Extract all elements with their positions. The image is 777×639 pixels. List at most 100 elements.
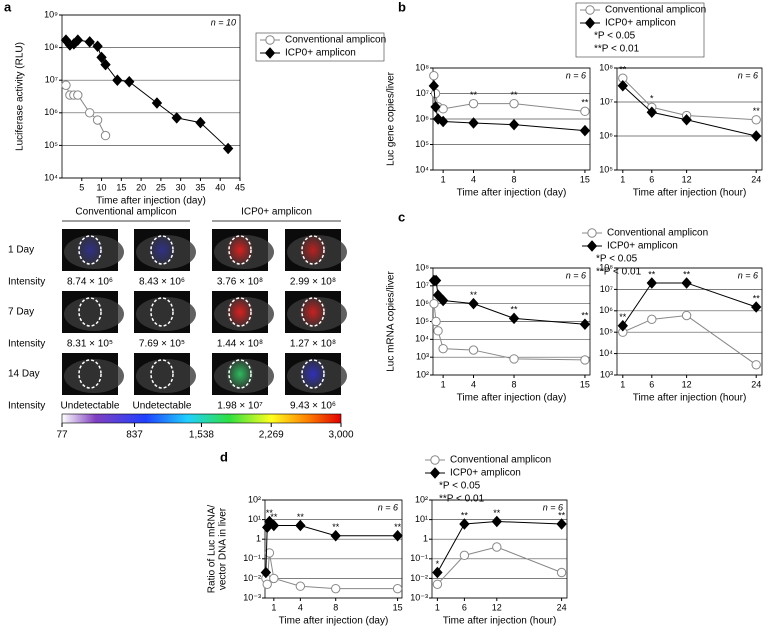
x-tick-label: 20 [136,182,146,192]
series-line [433,85,585,132]
mouse-body [64,359,124,393]
plot-frame [616,267,763,376]
legend-marker [265,35,275,45]
data-point [509,98,519,109]
x-axis-label: Time after injection (hour) [633,393,747,404]
data-point [468,117,479,129]
y-tick-label: 10³ [600,369,613,379]
data-point [646,277,657,289]
significance: ** [558,510,566,520]
x-tick-label: 40 [215,182,225,192]
data-point [437,115,449,128]
data-point [433,326,443,336]
y-tick-label: 10² [415,494,428,504]
data-point [579,124,591,137]
significance: * [436,559,440,569]
significance: ** [470,90,478,100]
data-point [61,80,71,90]
y-tick-label: 10⁸ [415,262,429,272]
legend-label: ICP0+ amplicon [285,48,356,59]
y-tick-label: 10¹ [415,514,428,524]
roi-circle [228,359,252,389]
significance: ** [470,290,478,300]
data-point [432,289,444,301]
significance: ** [493,508,501,518]
colorbar-tick-label: 77 [56,430,68,441]
significance: ** [619,312,627,322]
x-tick-label: 25 [156,182,166,192]
data-point [617,80,628,92]
data-point [431,316,441,327]
intensity-value: 1.44 × 10⁸ [217,339,263,350]
data-point [646,106,657,118]
significance: ** [394,522,402,532]
x-tick-label: 12 [682,174,692,184]
data-point [295,519,306,532]
signal-glow [226,296,254,328]
y-tick-label: 10⁵ [415,316,429,326]
colorbar-tick-label: 837 [126,430,143,441]
significance: ** [297,512,305,522]
x-tick-label: 15 [393,602,403,612]
x-axis-label: Time after injection (hour) [633,188,747,199]
data-point [459,550,470,561]
significance: ** [581,98,589,108]
intensity-value: 1.27 × 10⁸ [290,339,336,350]
significance: ** [753,106,761,116]
x-tick-label: 8 [512,379,517,389]
data-point [100,58,111,71]
signal-glow [148,234,176,266]
y-tick-label: 10⁸ [44,42,58,52]
y-tick-label: 10⁵ [415,139,429,149]
x-tick-label: 35 [195,182,205,192]
x-tick-label: 24 [751,379,761,389]
roi-circle [78,297,102,327]
roi-circle [150,359,174,389]
colorbar-tick-label: 3,000 [328,430,353,441]
legend-note: *P < 0.05 [596,254,638,265]
row-label: 7 Day [8,307,34,318]
signal-glow [76,234,104,266]
y-tick-label: 1 [423,534,428,544]
data-point [468,297,479,310]
data-point [268,519,280,532]
column-header: ICP0+ amplicon [241,207,312,218]
data-point [100,130,111,141]
roi-circle [150,235,174,265]
data-point [72,34,83,46]
x-tick-label: 10 [97,182,107,192]
data-point [438,343,448,354]
y-tick-label: 10¹ [248,514,261,524]
data-point [295,581,306,591]
n-annotation: n = 10 [211,17,236,27]
y-tick-label: 10⁴ [44,172,58,182]
y-tick-label: 10⁻² [243,573,261,583]
x-axis-label: Time after injection (day) [96,196,206,207]
data-point [751,130,762,142]
significance: ** [511,305,519,315]
x-tick-label: 8 [333,602,338,612]
significance: ** [648,269,656,279]
data-point [269,573,279,584]
y-tick-label: 10⁶ [599,130,613,140]
x-axis-label: Time after injection (hour) [443,616,557,627]
y-tick-label: 10⁻³ [243,592,261,602]
y-tick-label: 10⁻¹ [410,553,428,563]
panel-letter: c [398,209,405,224]
intensity-label: Intensity [8,339,45,350]
y-axis-label: Ratio of Luc mRNA/ [207,505,218,594]
data-point [260,566,272,579]
legend-label: Conventional amplicon [607,228,708,239]
n-annotation: n = 6 [566,70,586,80]
data-point [751,301,762,313]
data-point [84,108,95,118]
y-tick-label: 10³ [416,352,429,362]
significance: ** [270,512,278,522]
significance: ** [461,510,469,520]
data-point [432,566,443,579]
data-point [430,274,442,287]
series-line [433,303,585,361]
significance: * [650,94,654,104]
data-point [428,80,439,92]
x-tick-label: 30 [176,182,186,192]
